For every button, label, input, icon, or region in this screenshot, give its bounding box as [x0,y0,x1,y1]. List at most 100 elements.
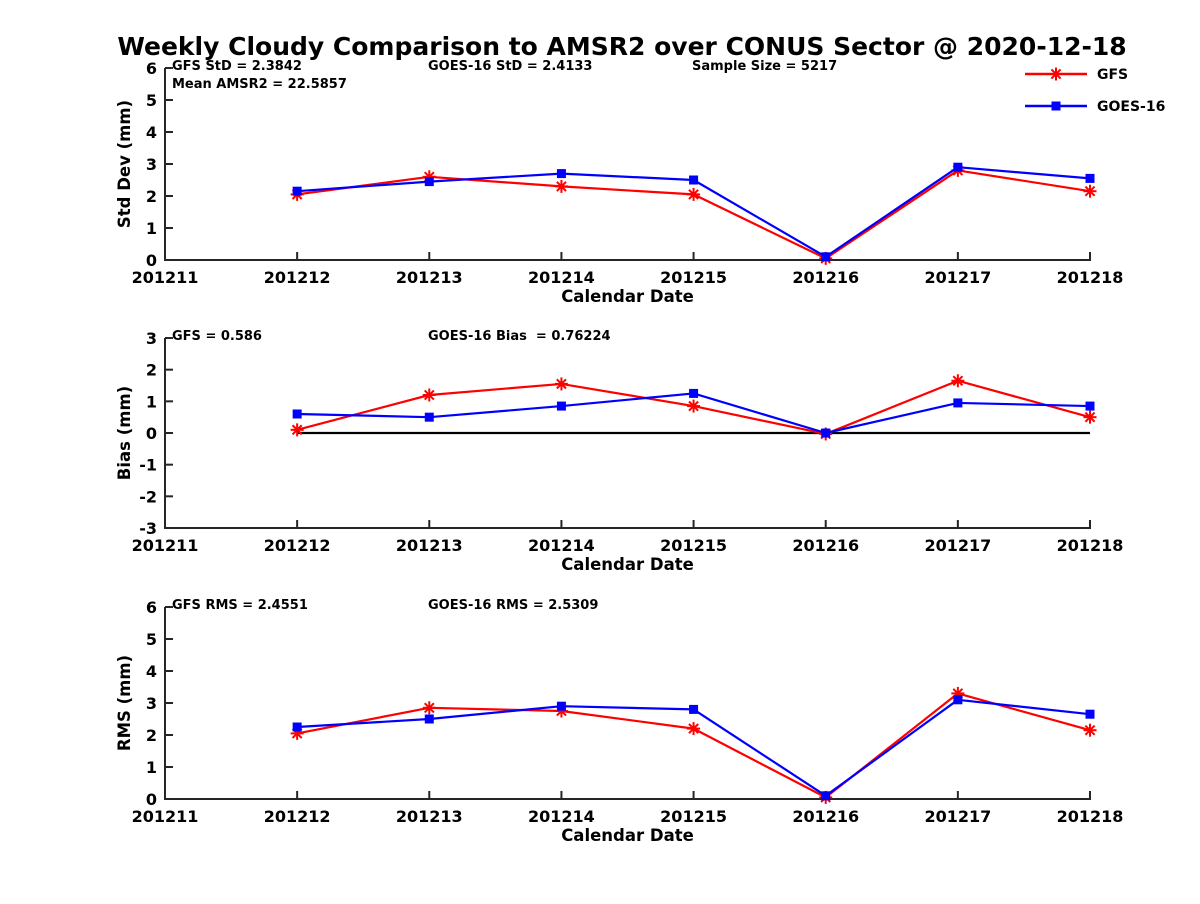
marker-square [689,175,699,185]
marker-asterisk [1049,67,1063,81]
marker-asterisk [1083,184,1097,198]
x-tick-label: 201212 [264,268,331,287]
x-tick-label: 201215 [660,536,727,555]
marker-square [821,791,831,801]
x-tick-label: 201216 [792,536,859,555]
x-tick-label: 201213 [396,807,463,826]
x-tick-label: 201217 [924,268,991,287]
marker-square [821,252,831,262]
annotation: Sample Size = 5217 [692,59,837,74]
y-tick-label: 3 [146,155,157,174]
y-tick-label: 3 [146,329,157,348]
marker-asterisk [422,701,436,715]
marker-square [953,695,963,705]
x-tick-label: 201214 [528,807,595,826]
x-tick-label: 201218 [1057,268,1124,287]
x-tick-label: 201213 [396,268,463,287]
y-tick-label: 1 [146,758,157,777]
marker-asterisk [687,399,701,413]
subplot-rms: 0 1 2 3 4 5 6 201211 201212 201213 201214 201215 201… [115,598,1123,845]
marker-square [292,186,302,196]
x-tick-label: 201215 [660,807,727,826]
annotation: Mean AMSR2 = 22.5857 [172,77,347,92]
subplot-stddev: 0 1 2 3 4 5 6 201211 201212 201213 201214 201215 201… [115,59,1123,306]
y-tick-label: 4 [146,662,157,681]
marker-square [1085,173,1095,183]
y-tick-label: 5 [146,630,157,649]
marker-square [1051,101,1061,111]
y-tick-label: 0 [146,251,157,270]
marker-square [556,401,566,411]
y-tick-label: -2 [139,487,157,506]
y-tick-label: -1 [139,456,157,475]
y-tick-label: 6 [146,598,157,617]
y-axis-title: Bias (mm) [115,386,134,480]
marker-asterisk [687,187,701,201]
marker-asterisk [951,374,965,388]
x-tick-label: 201216 [792,268,859,287]
marker-square [424,412,434,422]
marker-square [556,169,566,179]
y-tick-label: 2 [146,187,157,206]
marker-square [424,177,434,187]
marker-asterisk [1083,410,1097,424]
y-tick-label: 3 [146,694,157,713]
legend-label-goes16: GOES-16 [1097,99,1165,115]
y-tick-label: 6 [146,59,157,78]
x-tick-label: 201212 [264,536,331,555]
x-tick-label: 201214 [528,268,595,287]
y-tick-label: 4 [146,123,157,142]
marker-square [953,398,963,408]
x-axis-title: Calendar Date [561,287,694,306]
marker-square [1085,401,1095,411]
y-tick-label: 0 [146,424,157,443]
marker-asterisk [554,179,568,193]
marker-asterisk [687,722,701,736]
y-tick-label: 0 [146,790,157,809]
marker-square [1085,709,1095,719]
marker-square [292,722,302,732]
series-line-goes-16 [297,698,1091,797]
marker-square [292,409,302,419]
x-axis-title: Calendar Date [561,555,694,574]
y-tick-label: 5 [146,91,157,110]
legend-label-gfs: GFS [1097,67,1128,83]
legend: GFS GOES-16 [1025,67,1165,115]
x-tick-label: 201211 [132,268,199,287]
y-axis-title: RMS (mm) [115,655,134,751]
marker-square [821,428,831,438]
annotation: GOES-16 Bias = 0.76224 [428,329,611,344]
marker-asterisk [1083,723,1097,737]
annotation: GOES-16 RMS = 2.5309 [428,598,598,613]
x-tick-label: 201215 [660,268,727,287]
y-tick-label: 1 [146,392,157,411]
y-tick-label: 2 [146,361,157,380]
x-tick-label: 201214 [528,536,595,555]
y-axis-title: Std Dev (mm) [115,100,134,228]
marker-square [689,704,699,714]
marker-asterisk [290,423,304,437]
x-tick-label: 201217 [924,807,991,826]
y-tick-label: -3 [139,519,157,538]
annotation: GFS StD = 2.3842 [172,59,302,74]
subplot-bias: -3 -2 -1 0 1 2 3 201211 201212 201213 201214 201215… [115,329,1123,574]
x-tick-label: 201218 [1057,536,1124,555]
marker-square [689,388,699,398]
marker-asterisk [554,377,568,391]
x-axis-title: Calendar Date [561,826,694,845]
annotation: GFS = 0.586 [172,329,262,344]
x-tick-label: 201218 [1057,807,1124,826]
x-tick-label: 201212 [264,807,331,826]
annotation: GFS RMS = 2.4551 [172,598,308,613]
x-tick-label: 201213 [396,536,463,555]
x-tick-label: 201217 [924,536,991,555]
y-tick-label: 2 [146,726,157,745]
x-tick-label: 201216 [792,807,859,826]
marker-square [424,714,434,724]
marker-asterisk [422,388,436,402]
chart-title: Weekly Cloudy Comparison to AMSR2 over C… [117,32,1126,61]
annotation: GOES-16 StD = 2.4133 [428,59,592,74]
